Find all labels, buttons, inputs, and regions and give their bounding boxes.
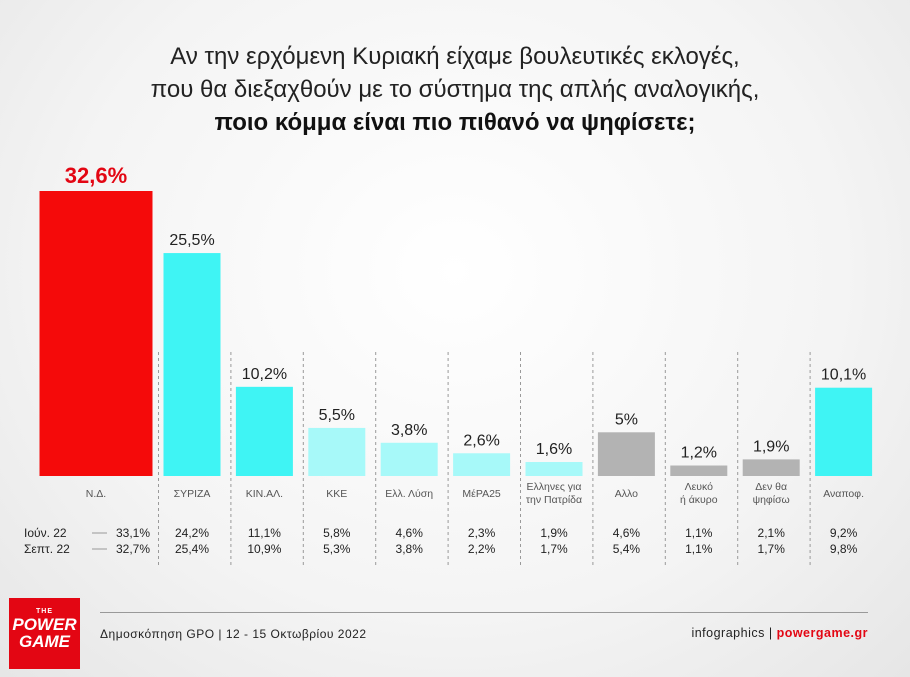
source-text: Δημοσκόπηση GPO | 12 - 15 Οκτωβρίου 2022 [100, 627, 367, 641]
previous-0-3: 5,8% [323, 526, 351, 540]
value-label-2: 10,2% [242, 366, 287, 383]
category-label-0: Ν.Δ. [86, 488, 106, 500]
previous-0-0: 33,1% [116, 526, 150, 540]
logo-power: POWER [12, 615, 77, 634]
title-line-3: ποιο κόμμα είναι πιο πιθανό να ψηφίσετε; [214, 109, 696, 136]
bar-5 [453, 453, 511, 476]
credit-text: infographics | powergame.gr [691, 626, 868, 640]
chart-title: Αν την ερχόμενη Κυριακή είχαμε βουλευτικ… [0, 40, 910, 139]
bar-6 [525, 462, 583, 476]
previous-row-label-1: Σεπτ. 22 [24, 542, 70, 556]
category-label-5: ΜέΡΑ25 [462, 488, 500, 500]
value-label-10: 10,1% [821, 367, 866, 384]
power-game-logo: THE POWER GAME [9, 598, 80, 669]
footer-divider [100, 612, 868, 613]
value-label-3: 5,5% [319, 407, 355, 424]
bar-4 [380, 442, 438, 476]
category-label-3: ΚΚΕ [326, 488, 347, 500]
previous-1-2: 10,9% [247, 542, 281, 556]
previous-0-7: 4,6% [613, 526, 641, 540]
category-label-7: Αλλο [615, 488, 638, 500]
bar-8 [670, 465, 728, 476]
previous-1-3: 5,3% [323, 542, 351, 556]
value-label-8: 1,2% [681, 445, 717, 462]
bar-3 [308, 427, 366, 476]
previous-1-4: 3,8% [396, 542, 424, 556]
credit-site: powergame.gr [776, 626, 868, 640]
bar-1 [163, 253, 221, 476]
previous-0-2: 11,1% [248, 526, 281, 540]
category-label-8: Λευκό ή άκυρο [680, 481, 718, 506]
credit-prefix: infographics | [691, 626, 777, 640]
previous-1-10: 9,8% [830, 542, 858, 556]
bar-2 [235, 386, 293, 476]
previous-row-label-0: Ιούν. 22 [24, 526, 67, 540]
value-label-5: 2,6% [463, 432, 499, 449]
category-label-1: ΣΥΡΙΖΑ [174, 488, 211, 500]
value-label-9: 1,9% [753, 438, 789, 455]
value-label-6: 1,6% [536, 441, 572, 458]
previous-1-8: 1,1% [685, 542, 713, 556]
category-label-10: Αναποφ. [823, 488, 864, 500]
previous-1-6: 1,7% [540, 542, 568, 556]
previous-0-10: 9,2% [830, 526, 858, 540]
bar-10 [815, 387, 873, 476]
previous-0-5: 2,3% [468, 526, 496, 540]
bar-9 [742, 459, 800, 476]
logo-the: THE [36, 608, 53, 615]
bar-chart: 32,6% Ν.Δ. 33,1% 32,7% 25,5% ΣΥΡΙΖΑ 24,2% 25,4%… [24, 163, 873, 565]
previous-1-7: 5,4% [613, 542, 641, 556]
value-label-1: 25,5% [169, 232, 214, 249]
bar-7 [597, 432, 655, 476]
bar-0 [39, 191, 153, 476]
title-line-1: Αν την ερχόμενη Κυριακή είχαμε βουλευτικ… [170, 43, 740, 70]
previous-0-1: 24,2% [175, 526, 209, 540]
value-label-7: 5% [615, 411, 638, 428]
category-label-6: Ελληνες για την Πατρίδα [526, 481, 582, 506]
logo-game: GAME [19, 632, 70, 651]
previous-1-0: 32,7% [116, 542, 150, 556]
value-label-0: 32,6% [65, 163, 127, 188]
value-label-4: 3,8% [391, 422, 427, 439]
category-label-4: Ελλ. Λύση [385, 488, 433, 500]
title-line-2: που θα διεξαχθούν με το σύστημα της απλή… [150, 76, 760, 103]
previous-1-9: 1,7% [758, 542, 786, 556]
category-label-9: Δεν θα ψηφίσω [753, 481, 790, 506]
previous-0-4: 4,6% [396, 526, 424, 540]
category-label-2: ΚΙΝ.ΑΛ. [246, 488, 283, 500]
previous-0-8: 1,1% [685, 526, 713, 540]
previous-1-1: 25,4% [175, 542, 209, 556]
previous-1-5: 2,2% [468, 542, 496, 556]
previous-0-6: 1,9% [540, 526, 568, 540]
previous-0-9: 2,1% [758, 526, 786, 540]
